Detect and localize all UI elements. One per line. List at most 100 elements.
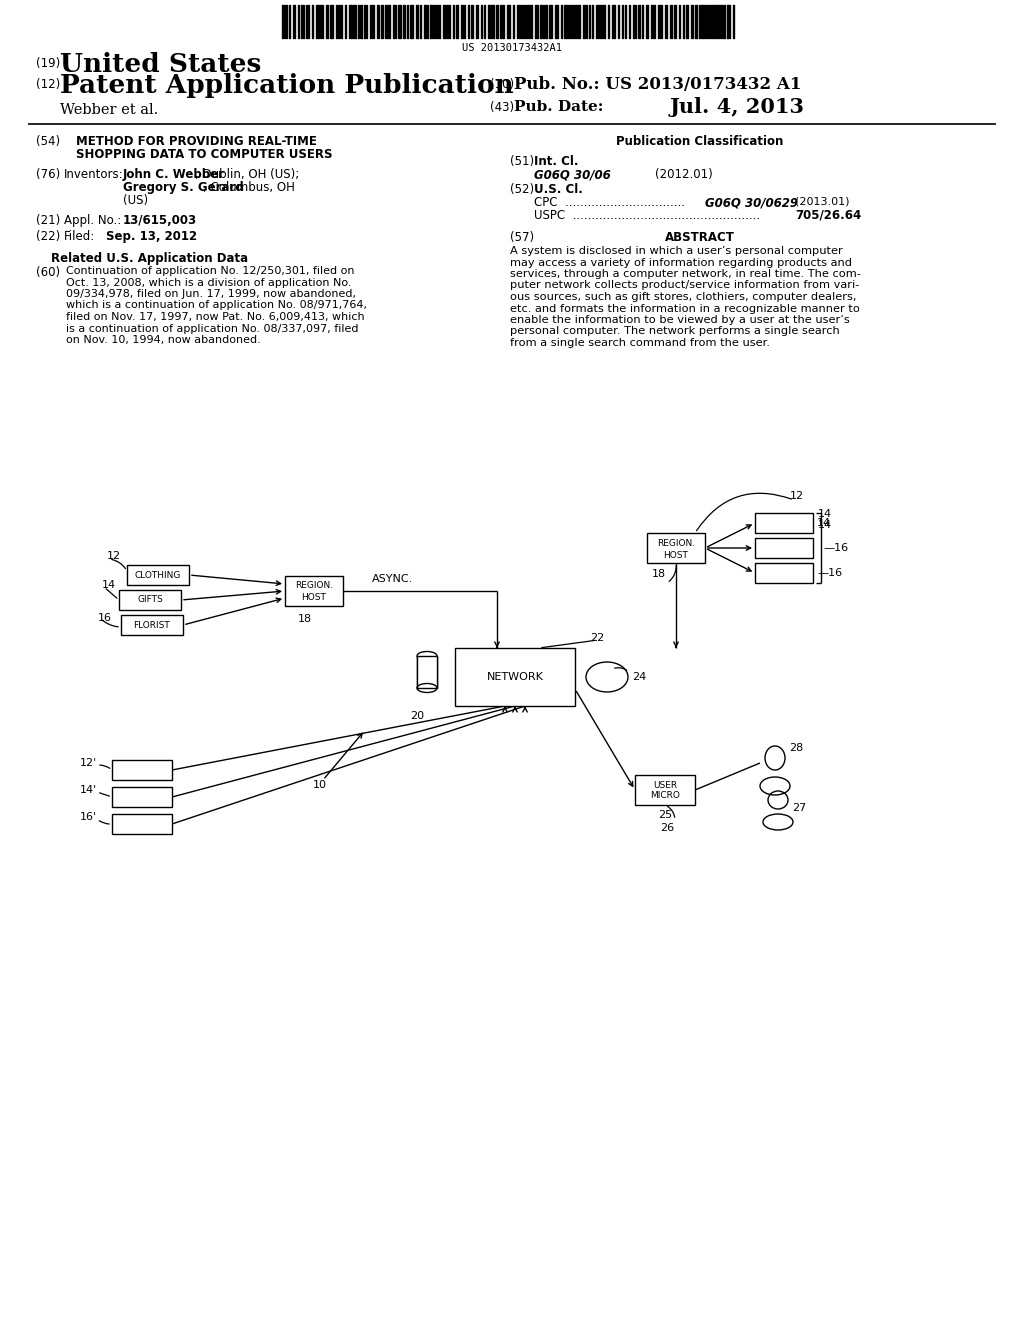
Text: GIFTS: GIFTS [137,595,163,605]
Text: (76): (76) [36,168,60,181]
Text: 14: 14 [818,510,833,519]
Bar [755,564,813,583]
Text: —16: —16 [817,568,842,578]
Text: REGION.: REGION. [657,539,695,548]
Text: 09/334,978, filed on Jun. 17, 1999, now abandoned,: 09/334,978, filed on Jun. 17, 1999, now … [66,289,356,300]
Text: 10: 10 [313,780,327,789]
Text: (21): (21) [36,214,60,227]
Text: ous sources, such as gift stores, clothiers, computer dealers,: ous sources, such as gift stores, clothi… [510,292,856,302]
Text: 18: 18 [298,614,312,624]
Text: US 20130173432A1: US 20130173432A1 [462,44,562,53]
Text: Gregory S. Gerard: Gregory S. Gerard [123,181,244,194]
Text: (2012.01): (2012.01) [655,168,713,181]
Text: MICRO: MICRO [650,792,680,800]
Text: 20: 20 [410,711,424,721]
Text: (60): (60) [36,267,60,279]
Text: 26: 26 [660,822,674,833]
Text: 14: 14 [102,579,116,590]
Text: 16': 16' [80,812,97,822]
Text: USER: USER [653,780,677,789]
Text: G06Q 30/06: G06Q 30/06 [534,168,610,181]
Text: (54): (54) [36,135,60,148]
Bar [455,648,575,706]
Text: CPC  ................................: CPC ................................ [534,195,685,209]
Text: Jul. 4, 2013: Jul. 4, 2013 [670,96,805,117]
Text: 25: 25 [658,810,672,820]
Text: 27: 27 [792,803,806,813]
Text: —16: —16 [823,543,848,553]
Text: is a continuation of application No. 08/337,097, filed: is a continuation of application No. 08/… [66,323,358,334]
Text: (19): (19) [36,57,60,70]
Text: from a single search command from the user.: from a single search command from the us… [510,338,770,348]
Text: Continuation of application No. 12/250,301, filed on: Continuation of application No. 12/250,3… [66,267,354,276]
Bar [127,565,189,585]
Text: , Columbus, OH: , Columbus, OH [203,181,295,194]
Text: 12: 12 [106,550,121,561]
Text: (51): (51) [510,154,535,168]
Text: CLOTHING: CLOTHING [135,570,181,579]
Text: FLORIST: FLORIST [133,620,170,630]
Text: 22: 22 [590,634,604,643]
Text: enable the information to be viewed by a user at the user’s: enable the information to be viewed by a… [510,315,850,325]
Text: 12': 12' [80,758,97,768]
Text: Int. Cl.: Int. Cl. [534,154,579,168]
Bar [112,760,172,780]
Text: Oct. 13, 2008, which is a division of application No.: Oct. 13, 2008, which is a division of ap… [66,277,351,288]
Text: John C. Webber: John C. Webber [123,168,225,181]
Text: may access a variety of information regarding products and: may access a variety of information rega… [510,257,852,268]
Text: G06Q 30/0629: G06Q 30/0629 [705,195,798,209]
Text: (10): (10) [490,78,514,91]
Text: 13/615,003: 13/615,003 [123,214,198,227]
Text: A system is disclosed in which a user’s personal computer: A system is disclosed in which a user’s … [510,246,843,256]
Text: 705/26.64: 705/26.64 [795,209,861,222]
Text: 12: 12 [790,491,804,502]
Text: on Nov. 10, 1994, now abandoned.: on Nov. 10, 1994, now abandoned. [66,335,261,345]
Bar [285,576,343,606]
Bar [647,533,705,564]
Text: Appl. No.:: Appl. No.: [63,214,121,227]
Text: (12): (12) [36,78,60,91]
Text: puter network collects product/service information from vari-: puter network collects product/service i… [510,281,859,290]
Text: (22): (22) [36,230,60,243]
Text: 24: 24 [632,672,646,682]
Text: ABSTRACT: ABSTRACT [665,231,735,244]
Text: filed on Nov. 17, 1997, now Pat. No. 6,009,413, which: filed on Nov. 17, 1997, now Pat. No. 6,0… [66,312,365,322]
Text: (US): (US) [123,194,148,207]
Text: NETWORK: NETWORK [486,672,544,682]
Text: HOST: HOST [301,594,327,602]
Text: 14: 14 [818,520,833,531]
Text: Patent Application Publication: Patent Application Publication [60,73,514,98]
Text: (52): (52) [510,183,535,195]
Bar [635,775,695,805]
Text: Related U.S. Application Data: Related U.S. Application Data [51,252,249,265]
Bar [121,615,183,635]
Text: ASYNC.: ASYNC. [372,574,414,583]
Text: Sep. 13, 2012: Sep. 13, 2012 [106,230,198,243]
Text: Webber et al.: Webber et al. [60,103,159,117]
Text: Pub. Date:: Pub. Date: [514,100,603,114]
Bar [755,513,813,533]
Bar [417,656,437,688]
Text: (57): (57) [510,231,535,244]
Text: United States: United States [60,51,261,77]
Text: which is a continuation of application No. 08/971,764,: which is a continuation of application N… [66,301,367,310]
Text: Publication Classification: Publication Classification [616,135,783,148]
Text: METHOD FOR PROVIDING REAL-TIME: METHOD FOR PROVIDING REAL-TIME [76,135,316,148]
Text: REGION.: REGION. [295,582,333,590]
Text: U.S. Cl.: U.S. Cl. [534,183,583,195]
Text: 14': 14' [80,785,97,795]
Text: etc. and formats the information in a recognizable manner to: etc. and formats the information in a re… [510,304,860,314]
Bar [119,590,181,610]
Text: (2013.01): (2013.01) [795,195,850,206]
Text: 16: 16 [98,612,112,623]
Text: personal computer. The network performs a single search: personal computer. The network performs … [510,326,840,337]
Bar [112,787,172,807]
Text: HOST: HOST [664,550,688,560]
Text: Pub. No.: US 2013/0173432 A1: Pub. No.: US 2013/0173432 A1 [514,77,802,92]
Text: SHOPPING DATA TO COMPUTER USERS: SHOPPING DATA TO COMPUTER USERS [76,148,333,161]
Text: Filed:: Filed: [63,230,95,243]
Text: , Dublin, OH (US);: , Dublin, OH (US); [195,168,299,181]
Bar [112,814,172,834]
Text: 18: 18 [652,569,666,579]
Text: 28: 28 [790,743,803,752]
